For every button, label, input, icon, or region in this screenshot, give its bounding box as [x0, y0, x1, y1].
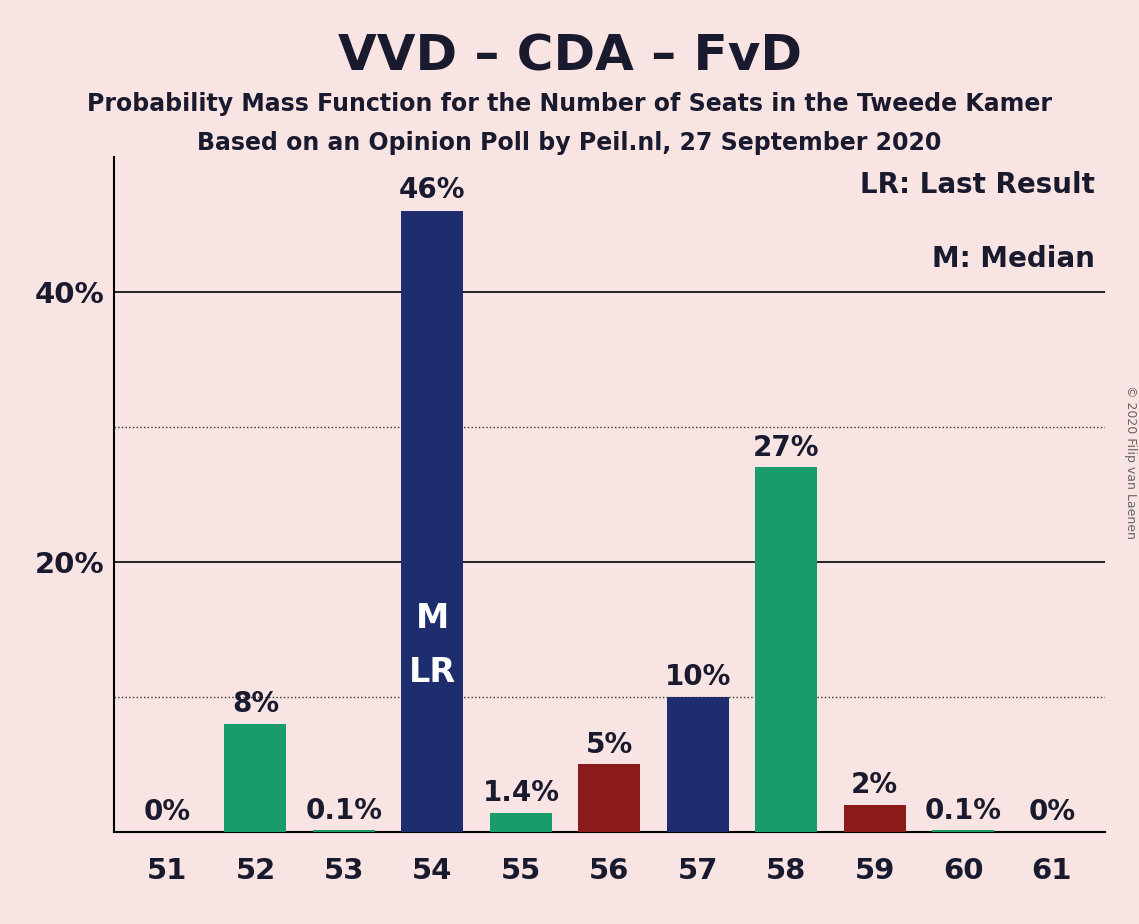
- Text: M: Median: M: Median: [932, 245, 1095, 273]
- Bar: [224, 723, 286, 832]
- Text: 0%: 0%: [144, 798, 190, 826]
- Text: 27%: 27%: [753, 434, 820, 462]
- Text: 0.1%: 0.1%: [925, 796, 1002, 825]
- Text: 0.1%: 0.1%: [305, 796, 383, 825]
- Text: 10%: 10%: [665, 663, 731, 691]
- Text: 8%: 8%: [232, 690, 279, 718]
- Text: VVD – CDA – FvD: VVD – CDA – FvD: [337, 32, 802, 80]
- Bar: [844, 805, 906, 832]
- Text: Probability Mass Function for the Number of Seats in the Tweede Kamer: Probability Mass Function for the Number…: [87, 92, 1052, 116]
- Text: © 2020 Filip van Laenen: © 2020 Filip van Laenen: [1124, 385, 1137, 539]
- Text: 5%: 5%: [585, 731, 633, 759]
- Bar: [579, 764, 640, 832]
- Bar: [313, 831, 375, 832]
- Bar: [490, 813, 552, 832]
- Text: M
LR: M LR: [409, 602, 456, 688]
- Bar: [401, 211, 464, 832]
- Text: 46%: 46%: [399, 176, 466, 204]
- Bar: [755, 468, 818, 832]
- Text: 1.4%: 1.4%: [483, 779, 559, 808]
- Bar: [666, 697, 729, 832]
- Text: Based on an Opinion Poll by Peil.nl, 27 September 2020: Based on an Opinion Poll by Peil.nl, 27 …: [197, 131, 942, 155]
- Bar: [933, 831, 994, 832]
- Text: LR: Last Result: LR: Last Result: [860, 171, 1095, 199]
- Text: 0%: 0%: [1029, 798, 1075, 826]
- Text: 2%: 2%: [851, 772, 899, 799]
